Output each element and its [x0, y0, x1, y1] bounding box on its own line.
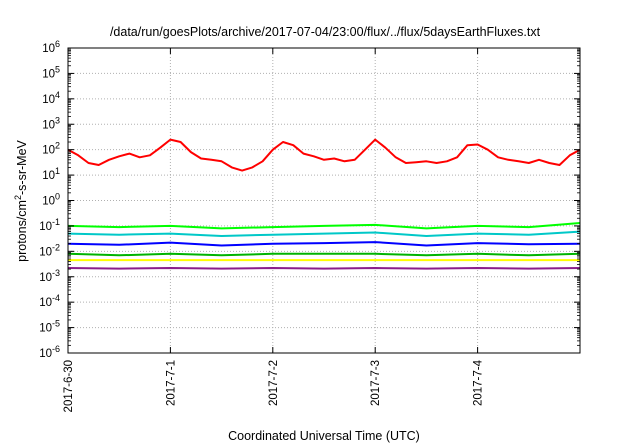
y-tick-label-base: 10 [39, 221, 52, 233]
y-tick-label: 10-2 [39, 242, 60, 258]
y-tick-label-exponent: -5 [52, 319, 60, 329]
grid-lines [68, 48, 580, 353]
y-tick-label: 103 [42, 115, 60, 131]
data-series-line [67, 230, 581, 237]
x-axis-label: Coordinated Universal Time (UTC) [228, 429, 420, 443]
y-tick-label-base: 10 [39, 323, 52, 335]
y-tick-label-base: 10 [42, 196, 55, 208]
data-series-line [67, 252, 581, 257]
y-tick-label: 10-6 [39, 344, 60, 360]
y-tick-label-exponent: -6 [52, 344, 60, 354]
chart-title: /data/run/goesPlots/archive/2017-07-04/2… [110, 25, 541, 39]
y-tick-label: 104 [42, 90, 60, 106]
y-tick-label: 106 [42, 39, 60, 55]
y-tick-label: 101 [42, 166, 60, 182]
y-tick-label: 102 [42, 141, 60, 157]
x-tick-label: 2017-6-30 [63, 360, 75, 412]
y-tick-label-base: 10 [39, 297, 52, 309]
y-tick-label-base: 10 [39, 348, 52, 360]
y-tick-label-exponent: 3 [55, 115, 60, 125]
y-tick-label-exponent: -2 [52, 242, 60, 252]
x-tick-label: 2017-7-1 [165, 360, 177, 406]
y-tick-label-base: 10 [42, 170, 55, 182]
y-tick-label-exponent: -3 [52, 268, 60, 278]
y-axis-label: protons/cm2-s-sr-MeV [13, 139, 29, 261]
y-tick-label: 105 [42, 64, 60, 80]
plot-area-frame [67, 47, 581, 354]
data-series-line [67, 267, 581, 270]
y-tick-label-base: 10 [42, 68, 55, 80]
y-tick-label: 10-5 [39, 319, 60, 335]
data-series-line [67, 138, 581, 172]
y-tick-label-exponent: -4 [52, 293, 60, 303]
y-tick-label-exponent: -1 [52, 217, 60, 227]
data-series-line [67, 241, 581, 247]
y-tick-label: 10-4 [39, 293, 60, 309]
y-tick-label-base: 10 [39, 272, 52, 284]
y-tick-label-exponent: 1 [55, 166, 60, 176]
x-tick-label: 2017-7-3 [370, 360, 382, 406]
y-tick-label-base: 10 [39, 246, 52, 258]
data-series-line [67, 222, 581, 230]
axis-ticks: 10-610-510-410-310-210-11001011021031041… [39, 39, 580, 412]
x-tick-label: 2017-7-2 [268, 360, 280, 406]
y-tick-label-base: 10 [42, 145, 55, 157]
y-tick-label-exponent: 2 [55, 141, 60, 151]
y-tick-label-base: 10 [42, 119, 55, 131]
y-tick-label-exponent: 4 [55, 90, 60, 100]
y-tick-label: 100 [42, 192, 60, 208]
y-tick-label-exponent: 5 [55, 64, 60, 74]
x-tick-label: 2017-7-4 [473, 359, 485, 406]
y-tick-label-base: 10 [42, 94, 55, 106]
series-lines [67, 138, 581, 270]
y-tick-label-exponent: 0 [55, 192, 60, 202]
y-tick-label: 10-3 [39, 268, 60, 284]
y-tick-label-base: 10 [42, 43, 55, 55]
y-tick-label: 10-1 [39, 217, 60, 233]
y-tick-label-exponent: 6 [55, 39, 60, 49]
